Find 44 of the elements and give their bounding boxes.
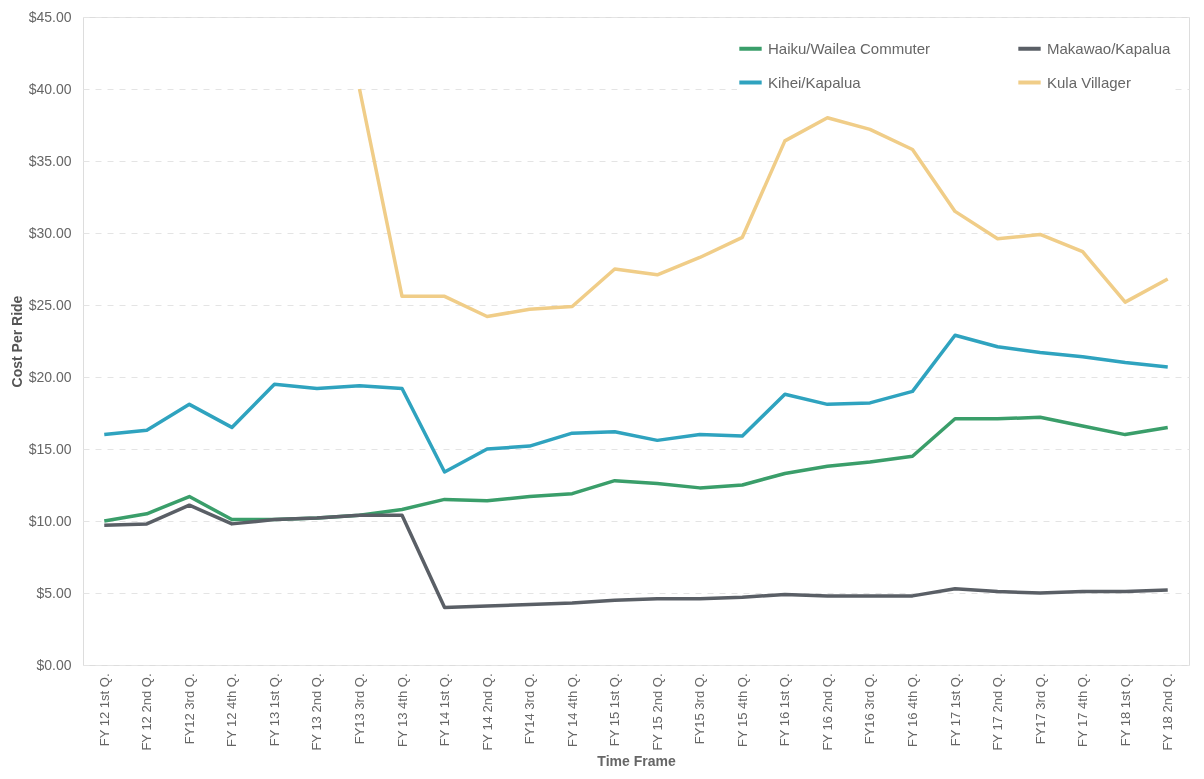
- x-tick-label: FY15 3rd Q.: [692, 673, 708, 745]
- legend-label: Makawao/Kapalua: [1047, 39, 1172, 57]
- y-tick-label: $45.00: [28, 8, 72, 25]
- y-axis-title: Cost Per Ride: [8, 295, 25, 388]
- y-tick-label: $25.00: [28, 296, 72, 313]
- x-tick-label: FY 14 1st Q.: [437, 673, 453, 747]
- x-tick-label: FY13 3rd Q.: [352, 673, 367, 745]
- line-series: [102, 503, 1170, 610]
- y-tick-label: $10.00: [28, 512, 72, 529]
- x-tick-label: FY 16 2nd Q.: [819, 673, 835, 751]
- x-tick-label: FY 14 2nd Q.: [479, 673, 495, 751]
- x-tick-label: FY12 3rd Q.: [181, 673, 197, 745]
- y-tick-label: $15.00: [28, 440, 72, 457]
- x-tick-label: FY 15 1st Q.: [607, 673, 623, 747]
- x-tick-label: FY 13 1st Q.: [266, 673, 282, 747]
- x-tick-label: FY 13 2nd Q.: [309, 673, 325, 751]
- legend-label: Kihei/Kapalua: [768, 73, 862, 91]
- x-tick-label: FY14 3rd Q.: [522, 673, 538, 745]
- x-tick-label: FY 17 1st Q.: [947, 673, 963, 747]
- x-tick-label: FY 17 2nd Q.: [990, 673, 1006, 751]
- legend-label: Kula Villager: [1047, 73, 1131, 91]
- x-tick-label: FY 13 4th Q.: [394, 673, 410, 747]
- y-tick-label: $20.00: [28, 368, 72, 385]
- line-series: [102, 333, 1170, 474]
- y-tick-label: $40.00: [28, 80, 72, 97]
- x-tick-label: FY 18 1st Q.: [1117, 673, 1133, 747]
- x-tick-label: FY 16 4th Q.: [905, 673, 920, 747]
- x-tick-label: FY 17 4th Q.: [1075, 673, 1091, 747]
- x-tick-label: FY16 3rd Q.: [862, 673, 878, 745]
- x-tick-label: FY 12 2nd Q.: [139, 673, 155, 751]
- x-tick-label: FY 14 4th Q.: [564, 673, 580, 747]
- y-tick-label: $30.00: [28, 224, 72, 241]
- x-tick-label: FY 18 2nd Q.: [1160, 673, 1176, 751]
- x-tick-label: FY 15 4th Q.: [734, 673, 750, 747]
- x-tick-label: FY 12 1st Q.: [96, 673, 112, 747]
- x-tick-label: FY 12 4th Q.: [224, 673, 240, 747]
- y-tick-label: $0.00: [36, 656, 72, 673]
- y-tick-label: $5.00: [36, 584, 72, 601]
- x-tick-label: FY17 3rd Q.: [1032, 673, 1048, 745]
- y-tick-label: $35.00: [28, 152, 72, 169]
- x-axis-title: Time Frame: [597, 752, 676, 769]
- x-tick-label: FY 15 2nd Q.: [649, 673, 665, 751]
- legend-label: Haiku/Wailea Commuter: [768, 39, 930, 57]
- x-tick-label: FY 16 1st Q.: [777, 673, 793, 747]
